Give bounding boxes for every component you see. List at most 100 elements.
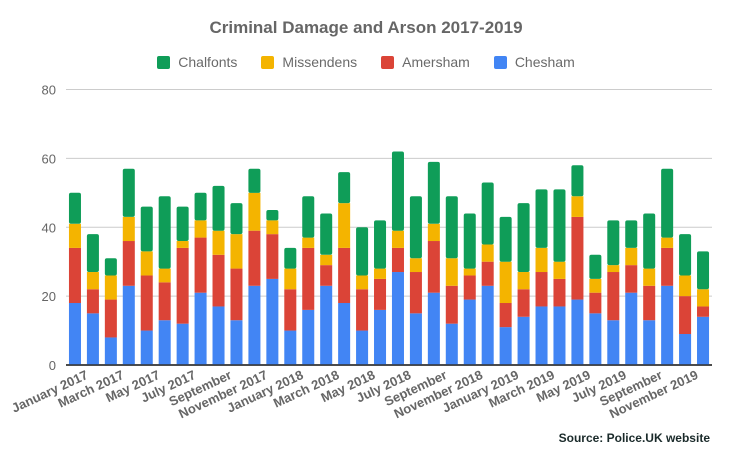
- bar-segment-chalfonts[interactable]: [463, 213, 476, 269]
- bar-segment-missendens[interactable]: [697, 289, 710, 307]
- bar-segment-amersham[interactable]: [122, 241, 135, 286]
- bar-segment-chalfonts[interactable]: [391, 151, 404, 231]
- bar-segment-missendens[interactable]: [427, 223, 440, 242]
- bar-segment-missendens[interactable]: [463, 268, 476, 276]
- bar-segment-chesham[interactable]: [176, 323, 189, 365]
- bar-segment-chesham[interactable]: [248, 285, 261, 365]
- bar-segment-chalfonts[interactable]: [697, 251, 710, 290]
- bar-segment-missendens[interactable]: [266, 220, 279, 235]
- bar-segment-amersham[interactable]: [68, 247, 81, 304]
- bar-segment-chalfonts[interactable]: [212, 185, 225, 231]
- bar-segment-chesham[interactable]: [391, 272, 404, 365]
- bar-segment-chalfonts[interactable]: [499, 216, 512, 262]
- bar-segment-amersham[interactable]: [248, 230, 261, 286]
- bar-segment-amersham[interactable]: [535, 272, 548, 307]
- bar-segment-missendens[interactable]: [86, 272, 99, 290]
- bar-segment-amersham[interactable]: [643, 285, 656, 321]
- bar-segment-amersham[interactable]: [481, 261, 494, 286]
- bar-segment-missendens[interactable]: [248, 192, 261, 231]
- bar-segment-missendens[interactable]: [679, 275, 692, 297]
- bar-segment-chalfonts[interactable]: [266, 210, 279, 221]
- bar-segment-chalfonts[interactable]: [571, 165, 584, 197]
- bar-segment-amersham[interactable]: [194, 237, 207, 293]
- bar-segment-amersham[interactable]: [158, 282, 171, 321]
- bar-segment-chesham[interactable]: [607, 320, 620, 365]
- bar-segment-amersham[interactable]: [176, 247, 189, 324]
- bar-segment-amersham[interactable]: [517, 289, 530, 317]
- bar-segment-missendens[interactable]: [176, 241, 189, 248]
- legend-item-amersham[interactable]: Amersham: [381, 54, 470, 70]
- bar-segment-amersham[interactable]: [374, 278, 387, 310]
- bar-segment-missendens[interactable]: [194, 220, 207, 238]
- bar-segment-missendens[interactable]: [104, 275, 117, 300]
- bar-segment-chesham[interactable]: [697, 316, 710, 365]
- bar-segment-chesham[interactable]: [625, 292, 638, 365]
- bar-segment-chesham[interactable]: [320, 285, 333, 365]
- bar-segment-amersham[interactable]: [356, 289, 369, 331]
- bar-segment-chalfonts[interactable]: [625, 220, 638, 248]
- bar-segment-chalfonts[interactable]: [643, 213, 656, 269]
- bar-segment-missendens[interactable]: [643, 268, 656, 286]
- bar-segment-chesham[interactable]: [230, 320, 243, 365]
- bar-segment-chalfonts[interactable]: [284, 247, 297, 269]
- bar-segment-chalfonts[interactable]: [661, 168, 674, 238]
- bar-segment-chalfonts[interactable]: [589, 254, 602, 279]
- bar-segment-chalfonts[interactable]: [230, 203, 243, 235]
- bar-segment-chesham[interactable]: [517, 316, 530, 365]
- bar-segment-missendens[interactable]: [481, 244, 494, 262]
- bar-segment-amersham[interactable]: [86, 289, 99, 314]
- bar-segment-missendens[interactable]: [607, 265, 620, 273]
- bar-segment-missendens[interactable]: [320, 254, 333, 266]
- bar-segment-chesham[interactable]: [266, 278, 279, 365]
- bar-segment-missendens[interactable]: [338, 203, 351, 248]
- bar-segment-amersham[interactable]: [589, 292, 602, 314]
- bar-segment-amersham[interactable]: [427, 241, 440, 293]
- bar-segment-amersham[interactable]: [553, 278, 566, 307]
- bar-segment-chesham[interactable]: [338, 303, 351, 365]
- bar-segment-amersham[interactable]: [140, 275, 153, 331]
- bar-segment-missendens[interactable]: [499, 261, 512, 304]
- bar-segment-chalfonts[interactable]: [338, 172, 351, 204]
- bar-segment-chesham[interactable]: [284, 330, 297, 365]
- bar-segment-amersham[interactable]: [302, 247, 315, 310]
- bar-segment-chalfonts[interactable]: [481, 182, 494, 245]
- bar-segment-chesham[interactable]: [571, 299, 584, 365]
- bar-segment-amersham[interactable]: [391, 247, 404, 273]
- bar-segment-chesham[interactable]: [302, 309, 315, 365]
- bar-segment-missendens[interactable]: [571, 196, 584, 217]
- bar-segment-amersham[interactable]: [338, 247, 351, 304]
- legend-item-chalfonts[interactable]: Chalfonts: [157, 54, 237, 70]
- bar-segment-chalfonts[interactable]: [158, 196, 171, 269]
- bar-segment-missendens[interactable]: [445, 258, 458, 286]
- bar-segment-chesham[interactable]: [68, 303, 81, 365]
- bar-segment-amersham[interactable]: [661, 247, 674, 286]
- bar-segment-amersham[interactable]: [320, 265, 333, 286]
- bar-segment-chesham[interactable]: [661, 285, 674, 365]
- bar-segment-missendens[interactable]: [122, 216, 135, 242]
- bar-segment-chalfonts[interactable]: [104, 258, 117, 276]
- bar-segment-chesham[interactable]: [643, 320, 656, 365]
- bar-segment-chesham[interactable]: [86, 313, 99, 365]
- bar-segment-amersham[interactable]: [463, 275, 476, 300]
- bar-segment-missendens[interactable]: [517, 272, 530, 290]
- bar-segment-missendens[interactable]: [284, 268, 297, 290]
- bar-segment-chesham[interactable]: [158, 320, 171, 365]
- bar-segment-missendens[interactable]: [68, 223, 81, 248]
- bar-segment-amersham[interactable]: [104, 299, 117, 338]
- bar-segment-chalfonts[interactable]: [194, 192, 207, 221]
- bar-segment-chesham[interactable]: [212, 306, 225, 365]
- bar-segment-amersham[interactable]: [409, 272, 422, 314]
- bar-segment-chalfonts[interactable]: [302, 196, 315, 238]
- bar-segment-amersham[interactable]: [499, 303, 512, 328]
- bar-segment-chalfonts[interactable]: [248, 168, 261, 193]
- bar-segment-missendens[interactable]: [302, 237, 315, 248]
- legend-item-chesham[interactable]: Chesham: [493, 54, 575, 70]
- bar-segment-chalfonts[interactable]: [427, 161, 440, 224]
- bar-segment-missendens[interactable]: [409, 258, 422, 273]
- bar-segment-missendens[interactable]: [661, 237, 674, 248]
- bar-segment-chalfonts[interactable]: [356, 227, 369, 276]
- bar-segment-chesham[interactable]: [122, 285, 135, 365]
- bar-segment-chesham[interactable]: [194, 292, 207, 365]
- bar-segment-missendens[interactable]: [212, 230, 225, 255]
- bar-segment-chesham[interactable]: [463, 299, 476, 365]
